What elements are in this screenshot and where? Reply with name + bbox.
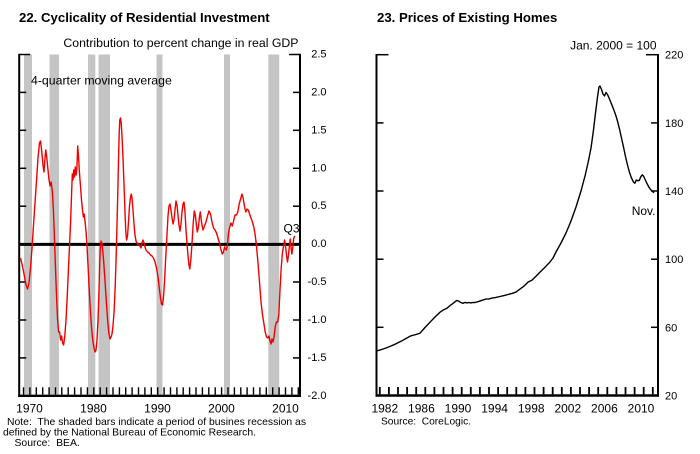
svg-text:20: 20: [665, 391, 677, 403]
svg-text:2010: 2010: [628, 402, 655, 416]
svg-text:-1.5: -1.5: [308, 352, 327, 364]
svg-text:Note: The shaded bars indicat: Note: The shaded bars indicate a period …: [7, 417, 306, 428]
svg-text:0.0: 0.0: [311, 238, 326, 250]
svg-text:22. Cyclicality of Residential: 22. Cyclicality of Residential Investmen…: [19, 10, 270, 25]
svg-text:2002: 2002: [554, 402, 581, 416]
svg-text:1990: 1990: [445, 402, 472, 416]
svg-text:Source: BEA.: Source: BEA.: [15, 438, 80, 449]
svg-text:2.5: 2.5: [311, 49, 326, 61]
svg-text:Source: CoreLogic.: Source: CoreLogic.: [381, 416, 471, 427]
svg-text:1986: 1986: [408, 402, 435, 416]
svg-text:1998: 1998: [518, 402, 545, 416]
svg-text:1.5: 1.5: [311, 124, 326, 136]
svg-text:60: 60: [665, 322, 677, 334]
svg-text:-2.0: -2.0: [308, 390, 327, 402]
svg-text:2.0: 2.0: [311, 86, 326, 98]
svg-text:0.5: 0.5: [311, 200, 326, 212]
svg-text:1990: 1990: [144, 402, 171, 416]
svg-text:-1.0: -1.0: [308, 314, 327, 326]
svg-text:1970: 1970: [16, 402, 43, 416]
svg-text:1.0: 1.0: [311, 162, 326, 174]
svg-text:2000: 2000: [208, 402, 235, 416]
svg-text:2010: 2010: [272, 402, 299, 416]
svg-text:Contribution to percent change: Contribution to percent change in real G…: [63, 36, 298, 50]
svg-text:23. Prices of Existing Homes: 23. Prices of Existing Homes: [377, 10, 557, 25]
svg-text:1994: 1994: [481, 402, 508, 416]
svg-text:140: 140: [665, 186, 683, 198]
svg-text:1980: 1980: [80, 402, 107, 416]
svg-text:220: 220: [665, 50, 683, 62]
svg-text:100: 100: [665, 254, 683, 266]
svg-text:-0.5: -0.5: [308, 276, 327, 288]
svg-text:Nov.: Nov.: [632, 204, 656, 218]
svg-text:Q3: Q3: [283, 222, 299, 236]
svg-text:defined by the National Bureau: defined by the National Bureau of Econom…: [3, 428, 256, 439]
svg-text:4-quarter moving average: 4-quarter moving average: [31, 73, 172, 87]
svg-text:2006: 2006: [591, 402, 618, 416]
svg-text:180: 180: [665, 118, 683, 130]
svg-text:1982: 1982: [371, 402, 398, 416]
svg-text:Jan. 2000 = 100: Jan. 2000 = 100: [570, 39, 657, 53]
